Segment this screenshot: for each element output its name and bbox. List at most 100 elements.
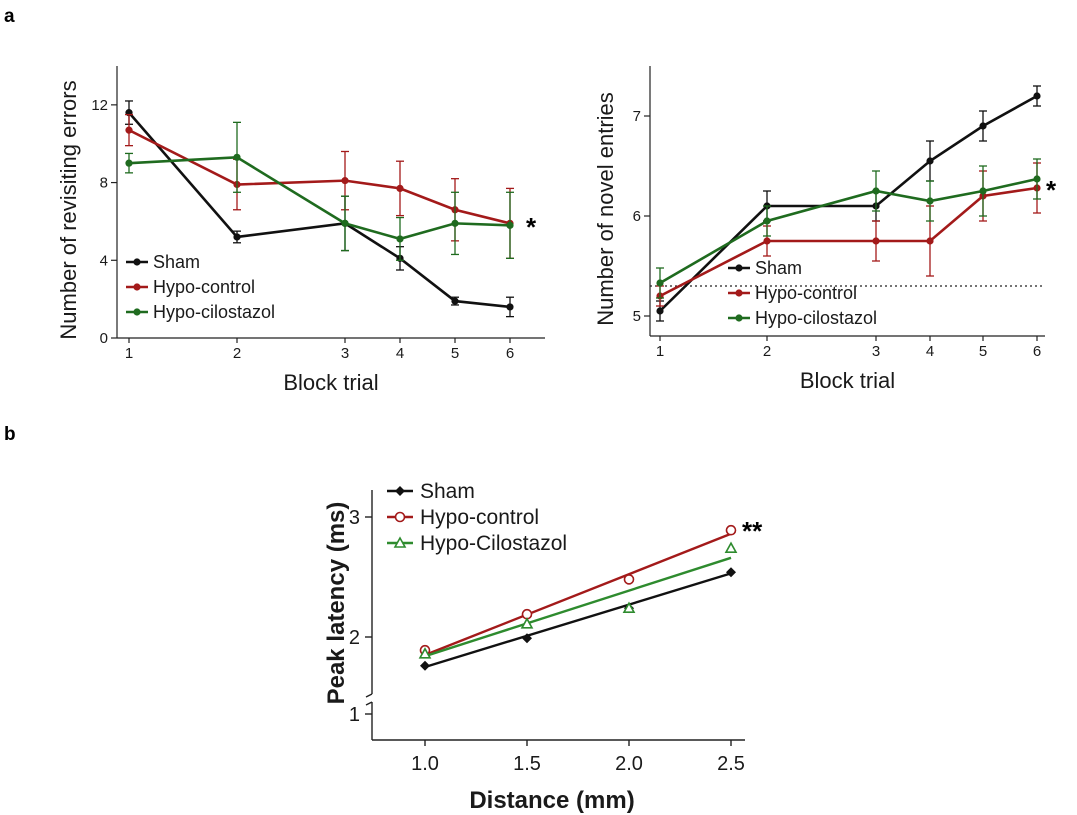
data-point — [763, 217, 771, 225]
y-tick-label: 7 — [633, 108, 641, 125]
legend-marker — [133, 258, 141, 266]
data-point — [451, 297, 459, 305]
fit-line-sham — [424, 572, 732, 669]
data-point — [520, 617, 534, 629]
legend-label-hypo-cilostazol: Hypo-cilostazol — [755, 308, 877, 328]
axis-break-icon — [365, 693, 373, 706]
series-hypo-cilostazol — [418, 541, 738, 659]
x-tick-label: 2 — [233, 345, 241, 362]
data-point — [763, 237, 771, 245]
series-line-sham — [128, 111, 511, 309]
x-tick-label: 3 — [341, 345, 349, 362]
data-point — [623, 574, 635, 585]
x-axis-title: Block trial — [800, 368, 895, 393]
y-tick-label: 2 — [349, 627, 360, 649]
y-tick-label: 5 — [633, 308, 641, 325]
x-axis-title: Block trial — [283, 370, 378, 395]
y-axis-title: Peak latency (ms) — [323, 502, 350, 705]
series-sham — [420, 567, 736, 671]
data-point — [341, 219, 349, 227]
x-tick-label: 1 — [125, 345, 133, 362]
x-axis-title: Distance (mm) — [469, 787, 634, 814]
y-axis-title: Number of revisiting errors — [56, 80, 81, 339]
legend-marker — [393, 536, 407, 548]
legend-marker — [395, 486, 405, 496]
data-point — [522, 633, 532, 644]
data-point — [233, 153, 241, 161]
data-point — [420, 660, 430, 671]
data-point — [396, 235, 404, 243]
x-tick-label: 2.0 — [615, 753, 643, 775]
panel-label-a: a — [4, 6, 15, 27]
data-point — [622, 601, 636, 613]
data-point — [726, 567, 736, 578]
data-point — [396, 184, 404, 192]
data-point — [233, 233, 241, 241]
x-tick-label: 1.0 — [411, 753, 439, 775]
data-point — [979, 187, 987, 195]
legend-label-hypo-control: Hypo-control — [755, 283, 857, 303]
data-point — [506, 221, 514, 229]
series-line-hypo-cilostazol — [659, 177, 1038, 285]
significance-marker: ** — [742, 516, 763, 546]
data-point — [872, 237, 880, 245]
legend-label-hypo-cilostazol: Hypo-Cilostazol — [420, 532, 567, 555]
y-tick-label: 4 — [100, 252, 108, 269]
x-tick-label: 4 — [396, 345, 404, 362]
legend-label-hypo-cilostazol: Hypo-cilostazol — [153, 302, 275, 322]
legend-marker — [394, 511, 406, 523]
x-tick-label: 6 — [1033, 343, 1041, 360]
significance-marker: * — [1046, 175, 1057, 205]
data-point — [656, 307, 664, 315]
fit-line-hypo-control — [424, 532, 732, 657]
data-point — [506, 303, 514, 311]
x-tick-label: 6 — [506, 345, 514, 362]
series-line-sham — [659, 94, 1038, 312]
legend-marker — [735, 264, 743, 272]
data-point — [725, 524, 737, 536]
x-tick-label: 4 — [926, 343, 934, 360]
x-tick-label: 1 — [656, 343, 664, 360]
data-point — [872, 187, 880, 195]
legend-label-sham: Sham — [755, 258, 802, 278]
fit-line-hypo-cilostazol — [424, 556, 732, 658]
series-hypo-cilostazol — [125, 121, 514, 261]
legend-label-sham: Sham — [420, 480, 475, 503]
data-point — [724, 541, 738, 553]
chart-peak-latency: 1 2 3 1.0 1.5 2.0 2.5 Distance (mm) Peak latency… — [323, 480, 763, 814]
x-tick-label: 3 — [872, 343, 880, 360]
legend-label-hypo-control: Hypo-control — [420, 506, 539, 529]
y-tick-label: 8 — [100, 175, 108, 192]
legend-label-sham: Sham — [153, 252, 200, 272]
y-tick-label: 1 — [349, 704, 360, 726]
data-point — [1033, 92, 1041, 100]
legend-marker — [735, 314, 743, 322]
series-line-hypo-control — [659, 186, 1038, 298]
data-point — [926, 237, 934, 245]
data-point — [451, 219, 459, 227]
x-tick-label: 1.5 — [513, 753, 541, 775]
legend-marker — [133, 308, 141, 316]
legend-label-hypo-control: Hypo-control — [153, 277, 255, 297]
x-tick-label: 5 — [979, 343, 987, 360]
data-point — [125, 159, 133, 167]
legend-marker — [133, 283, 141, 291]
data-point — [926, 157, 934, 165]
panel-label-b: b — [4, 424, 16, 445]
series-hypo-control — [419, 524, 737, 657]
y-axis-title: Number of novel entries — [593, 92, 618, 326]
data-point — [979, 122, 987, 130]
series-hypo-cilostazol — [656, 158, 1041, 299]
legend-marker — [735, 289, 743, 297]
x-tick-label: 2.5 — [717, 753, 745, 775]
series-line-hypo-control — [128, 128, 511, 225]
data-point — [341, 177, 349, 185]
significance-marker: * — [526, 212, 537, 242]
x-tick-label: 5 — [451, 345, 459, 362]
data-point — [926, 197, 934, 205]
y-tick-label: 3 — [349, 507, 360, 529]
series-line-hypo-cilostazol — [128, 155, 511, 241]
data-point — [125, 126, 133, 134]
